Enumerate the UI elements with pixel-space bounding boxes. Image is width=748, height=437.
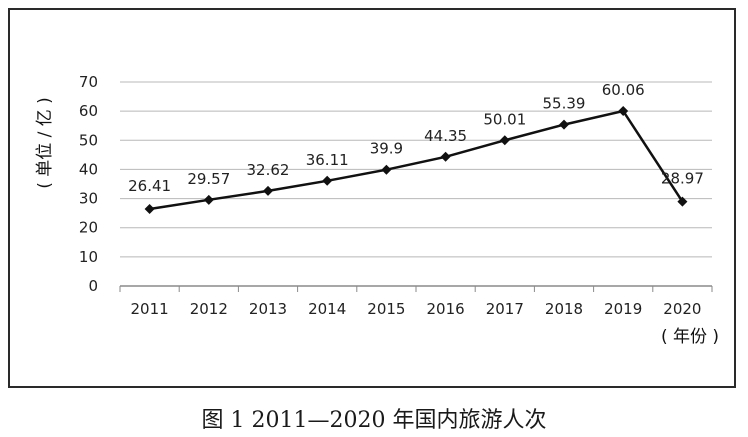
data-point-marker [144, 204, 155, 215]
data-label: 50.01 [483, 110, 526, 128]
series-line [149, 109, 684, 211]
data-point-marker [618, 105, 629, 116]
y-tick-label: 0 [88, 277, 98, 295]
data-label: 28.97 [661, 170, 704, 188]
x-tick-label: 2020 [663, 300, 701, 318]
gridlines [119, 81, 713, 292]
data-point-marker [203, 194, 214, 205]
y-tick-label: 10 [79, 248, 98, 266]
x-tick-label: 2017 [486, 300, 524, 318]
data-point-marker [381, 164, 392, 175]
figure-caption: 图 1 2011—2020 年国内旅游人次 [201, 408, 547, 433]
x-tick-label: 2014 [308, 300, 346, 318]
x-tick-label: 2019 [604, 300, 642, 318]
data-label: 39.9 [370, 140, 403, 158]
x-tick-label: 2012 [190, 300, 228, 318]
x-tick-label: 2018 [545, 300, 583, 318]
data-point-marker [559, 119, 569, 130]
y-tick-label: 60 [79, 102, 98, 120]
data-label: 44.35 [424, 127, 467, 145]
line-chart: 0 10 20 30 40 50 60 70 2011 2012 2013 2014 2015 2016… [35, 73, 719, 347]
x-tick-label: 2015 [367, 300, 405, 318]
data-label: 32.62 [247, 161, 290, 179]
y-tick-label: 40 [79, 160, 98, 178]
y-tick-label: 30 [79, 190, 98, 208]
y-tick-label: 20 [79, 219, 98, 237]
x-tick-label: 2011 [131, 300, 169, 318]
data-point-marker [499, 135, 510, 146]
data-labels: 26.41 29.57 32.62 36.11 39.9 44.35 50.01 55.39 6… [128, 81, 704, 195]
chart-frame [8, 8, 736, 388]
x-axis-label: ( 年份 ) [661, 327, 719, 347]
x-axis-ticks: 2011 2012 2013 2014 2015 2016 2017 2018 2019 2020 [131, 300, 702, 318]
y-axis-ticks: 0 10 20 30 40 50 60 70 [79, 73, 98, 295]
y-axis-label: ( 单位 / 亿 ) [35, 97, 55, 189]
x-tick-label: 2013 [249, 300, 287, 318]
data-label: 60.06 [602, 81, 645, 99]
data-label: 36.11 [306, 151, 349, 169]
data-point-marker [677, 196, 688, 207]
y-tick-label: 50 [79, 131, 98, 149]
data-label: 29.57 [187, 170, 230, 188]
x-tick-label: 2016 [427, 300, 465, 318]
series-markers [144, 105, 688, 215]
y-tick-label: 70 [79, 73, 98, 91]
data-label: 55.39 [543, 95, 586, 113]
data-label: 26.41 [128, 177, 171, 195]
data-point-marker [322, 175, 333, 186]
data-point-marker [440, 151, 451, 162]
data-point-marker [263, 185, 273, 196]
